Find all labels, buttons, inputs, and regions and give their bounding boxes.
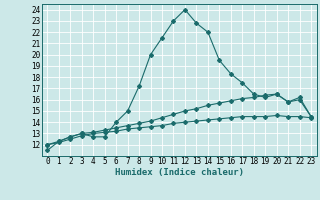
X-axis label: Humidex (Indice chaleur): Humidex (Indice chaleur) bbox=[115, 168, 244, 177]
